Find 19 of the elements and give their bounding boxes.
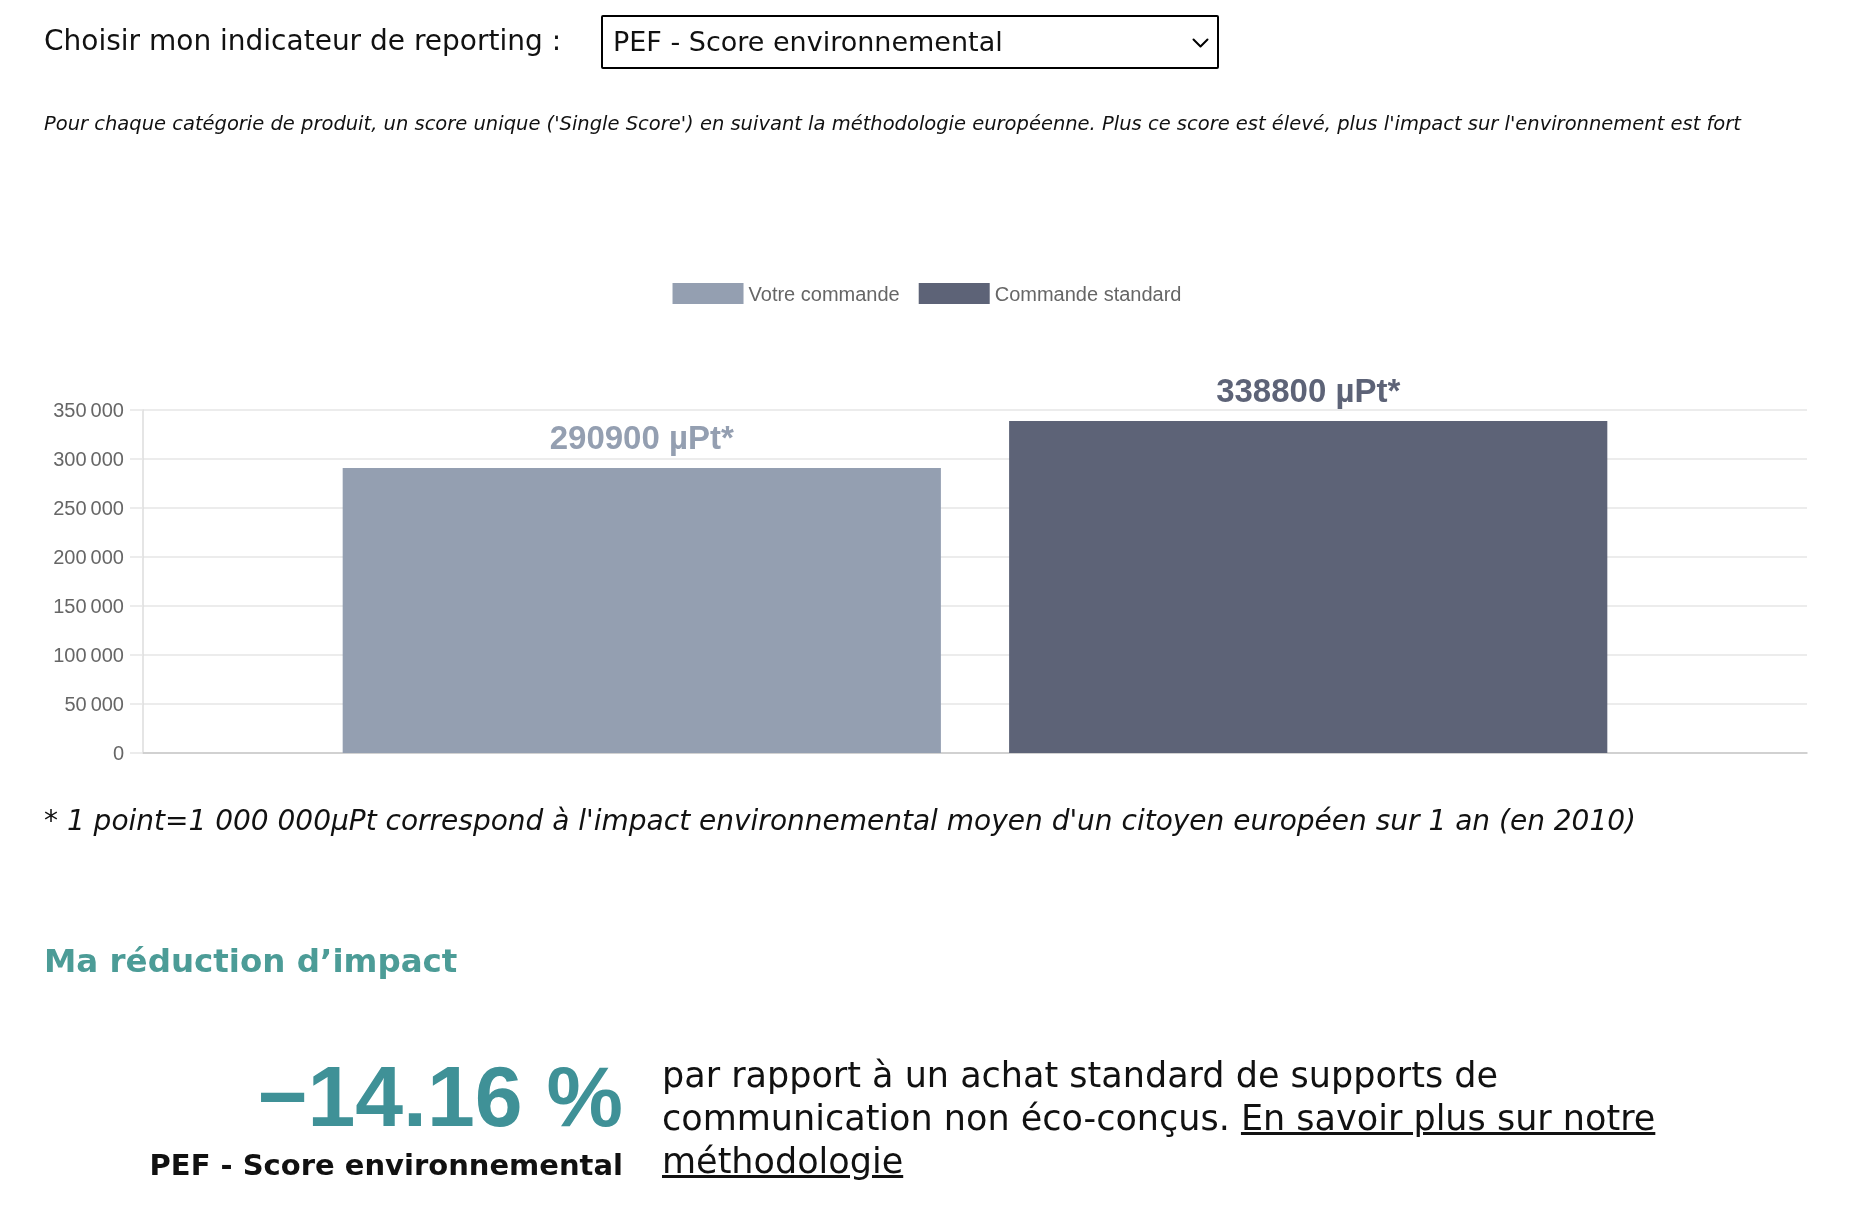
text: Choisir mon indicateur de reporting :: [44, 24, 562, 57]
legend-label: Commande standard: [994, 282, 1182, 305]
text: Ma réduction d’impact: [44, 942, 458, 980]
text: * 1 point=1 000 000µPt correspond à l'impact environnemental moyen d'un citoyen européen sur 1 an (en 2010): [44, 804, 1636, 838]
data-label: 290900 µPt*: [549, 418, 735, 456]
y-tick-label: 350 000: [53, 399, 124, 421]
data-label: 338800 µPt*: [1216, 371, 1401, 409]
y-tick-label: 50 000: [64, 693, 124, 715]
text: −14.16 %: [256, 1048, 623, 1144]
text: PEF - Score environnemental: [148, 1147, 623, 1183]
y-tick-label: 200 000: [53, 546, 124, 568]
legend-label: Votre commande: [748, 282, 900, 305]
y-tick-label: 100 000: [53, 644, 124, 666]
chart-subtitle: Pour chaque catégorie de produit, un score unique ('Single Score') en suivant la méthodologie européenne. Plus ce score est élevé, plus l'impact sur l'environnement est fort: [44, 112, 1741, 136]
y-tick-label: 150 000: [53, 595, 124, 617]
y-tick-label: 300 000: [53, 448, 124, 470]
y-tick-label: 0: [112, 742, 124, 764]
dropdown-field: PEF - Score environnemental: [601, 15, 1219, 69]
y-tick-label: 250 000: [53, 497, 124, 519]
